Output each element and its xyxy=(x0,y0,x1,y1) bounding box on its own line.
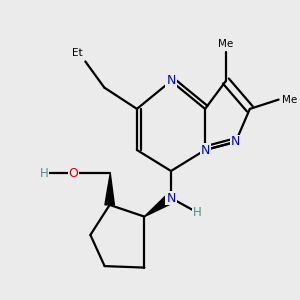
Text: N: N xyxy=(166,74,176,88)
Text: Et: Et xyxy=(72,49,83,58)
Text: Me: Me xyxy=(282,94,297,105)
Text: O: O xyxy=(69,167,78,180)
Text: Me: Me xyxy=(218,39,233,49)
Polygon shape xyxy=(105,173,114,205)
Text: H: H xyxy=(40,167,48,180)
Text: N: N xyxy=(166,191,176,205)
Text: H: H xyxy=(193,206,202,219)
Text: N: N xyxy=(231,135,240,148)
Text: N: N xyxy=(200,143,210,157)
Polygon shape xyxy=(144,194,174,217)
